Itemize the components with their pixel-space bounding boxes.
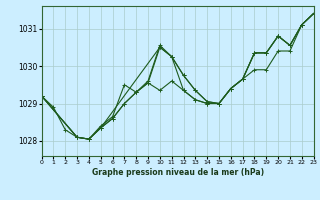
X-axis label: Graphe pression niveau de la mer (hPa): Graphe pression niveau de la mer (hPa) — [92, 168, 264, 177]
